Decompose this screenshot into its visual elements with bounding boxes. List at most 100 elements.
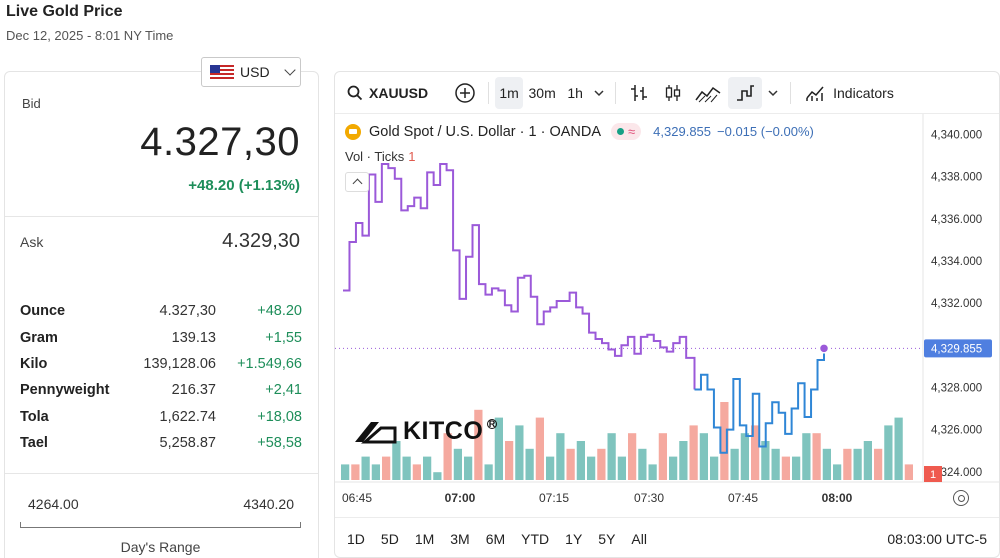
interval-1h[interactable]: 1h bbox=[567, 84, 583, 101]
interval-30m[interactable]: 30m bbox=[528, 84, 556, 101]
market-status-badge[interactable]: ≈ bbox=[611, 123, 642, 140]
divider bbox=[5, 216, 318, 217]
x-tick-label: 07:45 bbox=[728, 491, 758, 505]
volume-bar bbox=[863, 441, 872, 480]
step-line-chart-type-button[interactable] bbox=[728, 76, 763, 109]
day-range-low: 4264.00 bbox=[28, 496, 79, 512]
table-row: Tael 5,258.87 +58,58 bbox=[20, 430, 302, 456]
period-all[interactable]: All bbox=[631, 530, 647, 547]
volume-bar bbox=[505, 441, 514, 480]
volume-bar bbox=[658, 433, 667, 480]
candles-chart-type-button[interactable] bbox=[656, 77, 690, 109]
divider bbox=[5, 473, 318, 474]
indicators-label: Indicators bbox=[833, 84, 894, 101]
legend-instrument: Gold Spot bbox=[369, 123, 434, 140]
symbol-search-button[interactable]: XAUUSD bbox=[335, 77, 434, 109]
volume-bar bbox=[679, 441, 688, 480]
chart-legend: Gold Spot / U.S. Dollar · 1 · OANDA ≈ 4,… bbox=[345, 123, 814, 140]
legend-separator: / bbox=[437, 123, 442, 140]
ask-price: 4.329,30 bbox=[222, 230, 300, 252]
volume-bar bbox=[464, 456, 473, 480]
chart-toolbar: XAUUSD 1m 30m 1h Indicators bbox=[335, 72, 999, 114]
volume-bar bbox=[576, 441, 585, 480]
unit-change: +1.549,66 bbox=[237, 355, 302, 372]
period-1m[interactable]: 1M bbox=[414, 530, 435, 547]
volume-bar bbox=[361, 456, 370, 480]
bar-chart-type-button[interactable] bbox=[622, 77, 656, 109]
volume-bar bbox=[515, 425, 524, 480]
volume-bar bbox=[699, 433, 708, 480]
volume-bar bbox=[423, 456, 432, 480]
collapse-legend-button[interactable] bbox=[345, 172, 369, 192]
volume-bar bbox=[740, 433, 749, 480]
volume-bar bbox=[341, 464, 350, 480]
unit-price-table: Ounce 4.327,30 +48.20 Gram 139.13 +1,55 Kilo… bbox=[20, 298, 302, 456]
volume-bar bbox=[494, 417, 503, 480]
toolbar-separator bbox=[615, 81, 617, 104]
gear-icon[interactable] bbox=[953, 490, 969, 506]
unit-change: +1,55 bbox=[265, 329, 302, 346]
step-line-icon bbox=[737, 84, 755, 101]
y-tick-label: 4,326.000 bbox=[931, 425, 982, 437]
bid-change: +48.20 (+1.13%) bbox=[188, 177, 300, 194]
volume-bar bbox=[453, 448, 462, 480]
volume-bar bbox=[843, 448, 852, 480]
chevron-down-icon bbox=[594, 89, 604, 96]
volume-bar bbox=[720, 402, 729, 480]
search-icon bbox=[347, 85, 363, 100]
period-ytd[interactable]: YTD bbox=[521, 530, 550, 547]
unit-name: Ounce bbox=[20, 303, 66, 320]
volume-bar bbox=[556, 433, 565, 480]
unit-change: +58,58 bbox=[257, 435, 302, 452]
unit-price: 139.13 bbox=[171, 329, 216, 346]
legend-quote: U.S. Dollar · 1 · OANDA bbox=[445, 123, 602, 140]
period-5d[interactable]: 5D bbox=[380, 530, 399, 547]
period-1y[interactable]: 1Y bbox=[565, 530, 583, 547]
price-line-series bbox=[343, 162, 696, 390]
currency-select[interactable]: USD bbox=[201, 57, 301, 87]
approx-icon: ≈ bbox=[628, 124, 636, 139]
current-price-tag-label: 4,329.855 bbox=[931, 343, 982, 355]
volume-bar bbox=[412, 464, 421, 480]
current-price-tag bbox=[924, 339, 992, 358]
unit-price: 1,622.74 bbox=[159, 408, 216, 425]
volume-bar bbox=[535, 417, 544, 480]
indicators-icon bbox=[806, 86, 824, 101]
interval-dropdown[interactable] bbox=[589, 77, 609, 109]
quote-panel bbox=[4, 71, 319, 558]
table-row: Gram 139.13 +1,55 bbox=[20, 324, 302, 350]
toolbar-separator bbox=[488, 81, 490, 104]
chart-type-dropdown[interactable] bbox=[762, 77, 784, 109]
volume-bar bbox=[351, 464, 360, 480]
unit-name: Tael bbox=[20, 435, 48, 452]
y-tick-label: 4,334.000 bbox=[931, 256, 982, 268]
volume-bar bbox=[587, 456, 596, 480]
price-chart[interactable]: 4,340.000 4,338.000 4,336.000 4,334.000 4,33… bbox=[335, 72, 1000, 517]
unit-name: Tola bbox=[20, 408, 49, 425]
currency-label: USD bbox=[240, 64, 270, 80]
volume-bar bbox=[751, 425, 760, 480]
day-range-label: Day's Range bbox=[120, 539, 201, 555]
volume-bar bbox=[382, 456, 391, 480]
period-3m[interactable]: 3M bbox=[450, 530, 470, 547]
period-5y[interactable]: 5Y bbox=[598, 530, 616, 547]
period-6m[interactable]: 6M bbox=[485, 530, 506, 547]
y-tick-label: 4,338.000 bbox=[931, 172, 982, 184]
volume-bar bbox=[802, 433, 811, 480]
table-row: Kilo 139,128.06 +1.549,66 bbox=[20, 351, 302, 377]
unit-change: +48.20 bbox=[257, 303, 302, 320]
compare-symbol-button[interactable] bbox=[448, 77, 482, 109]
time-zone-readout[interactable]: 08:03:00 UTC-5 bbox=[887, 531, 987, 547]
registered-mark: R bbox=[487, 419, 498, 429]
area-chart-type-button[interactable] bbox=[690, 77, 726, 109]
interval-1m[interactable]: 1m bbox=[495, 76, 524, 109]
volume-bar bbox=[648, 464, 657, 480]
volume-bar bbox=[371, 464, 380, 480]
period-1d[interactable]: 1D bbox=[347, 530, 365, 547]
bid-label: Bid bbox=[22, 96, 41, 111]
indicators-button[interactable]: Indicators bbox=[797, 77, 902, 109]
area-chart-icon bbox=[695, 86, 721, 102]
chevron-down-icon bbox=[283, 64, 296, 76]
volume-bar bbox=[833, 464, 842, 480]
unit-change: +18,08 bbox=[257, 408, 302, 425]
